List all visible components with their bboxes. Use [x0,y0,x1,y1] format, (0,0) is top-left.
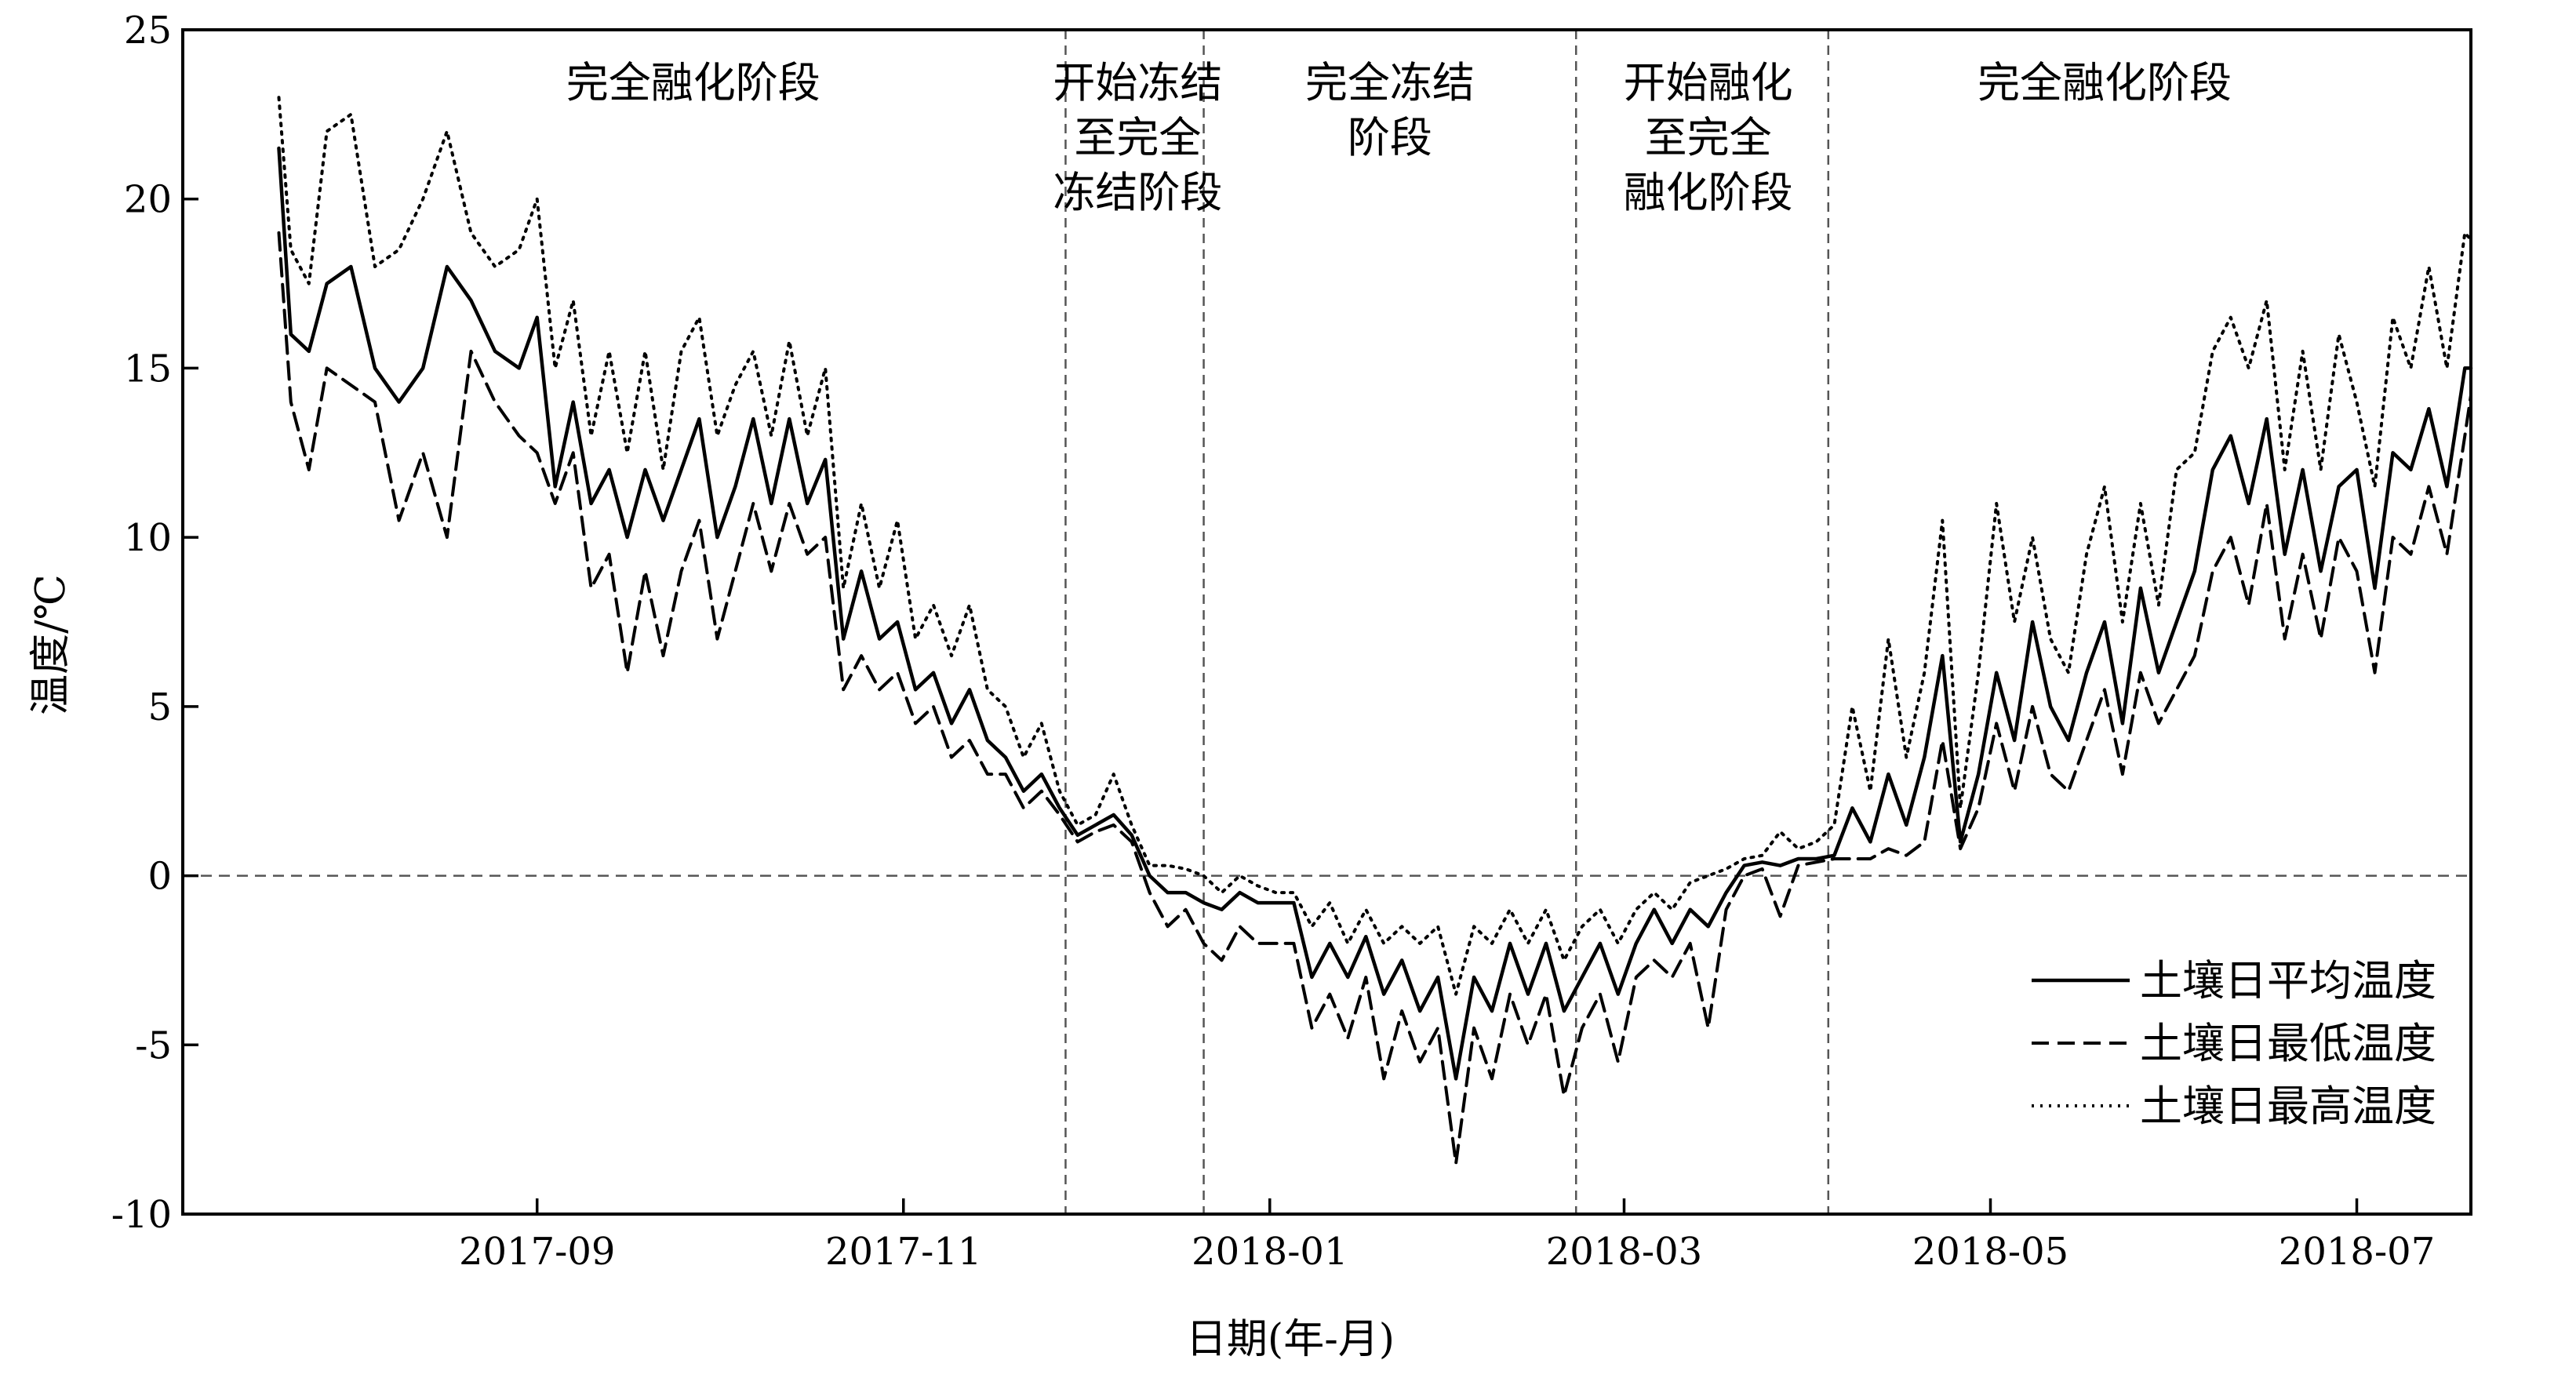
x-tick-label: 2018-07 [2279,1230,2435,1274]
plot-frame [181,28,2472,1216]
series-line-dotted [277,96,2472,996]
x-axis-title: 日期(年-月) [1186,1316,1395,1363]
series-line-dashed [277,231,2472,1165]
legend: 土壤日平均温度 土壤日最低温度 土壤日最高温度 [2032,956,2436,1131]
y-tick-label: 15 [124,347,172,391]
stage-label-1: 至完全 [1074,113,1201,162]
y-tick-label: -5 [135,1024,172,1067]
legend-label-mean: 土壤日平均温度 [2140,956,2436,1005]
legend-label-max: 土壤日最高温度 [2140,1082,2436,1131]
stage-label-3: 融化阶段 [1624,168,1793,217]
x-tick-label: 2018-03 [1546,1230,1702,1274]
x-tick-label: 2017-11 [825,1230,981,1274]
y-tick-label: 0 [147,855,172,899]
series-lines [277,96,2473,1165]
series-line-solid [277,146,2473,1081]
x-tick-label: 2018-01 [1192,1230,1348,1274]
stage-label-0: 完全融化阶段 [566,58,820,107]
tick-labels: -10 -5 0 5 10 15 20 25 2017-09 2017-11 2018-01 2018… [111,9,2436,1274]
stage-label-3: 开始融化 [1624,58,1793,107]
y-tick-label: 20 [124,178,172,222]
stage-label-2: 完全冻结 [1305,58,1475,107]
stage-label-2: 阶段 [1348,113,1432,162]
y-tick-label: -10 [111,1193,172,1237]
x-tick-label: 2017-09 [459,1230,615,1274]
x-tick-label: 2018-05 [1912,1230,2068,1274]
stage-label-1: 冻结阶段 [1053,168,1222,217]
y-tick-label: 5 [147,685,172,729]
y-tick-label: 10 [124,516,172,560]
y-axis-title: 温度/℃ [27,574,75,715]
y-tick-label: 25 [124,9,172,53]
stage-label-3: 至完全 [1645,113,1772,162]
axes [181,28,2472,1216]
stage-label-4: 完全融化阶段 [1977,58,2232,107]
reference-lines [183,30,2471,1214]
legend-label-min: 土壤日最低温度 [2140,1019,2436,1068]
axis-titles: 日期(年-月) 温度/℃ [27,574,1395,1363]
stage-label-1: 开始冻结 [1053,58,1222,107]
